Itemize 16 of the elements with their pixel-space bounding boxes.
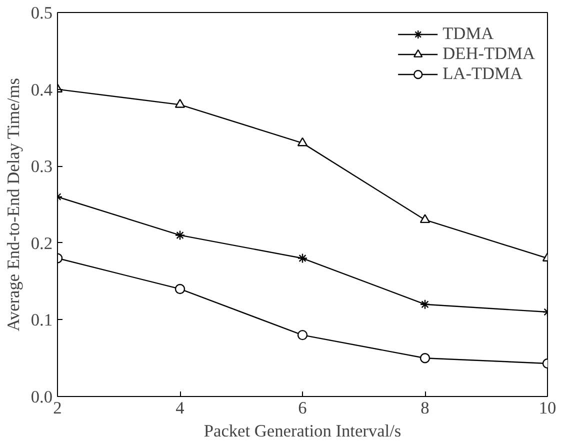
legend-label: TDMA (442, 24, 494, 44)
y-tick-label: 0.1 (30, 310, 53, 330)
x-axis-title: Packet Generation Interval/s (204, 422, 402, 440)
y-tick-label: 0.5 (30, 4, 53, 22)
y-tick-label: 0.0 (30, 388, 53, 406)
legend-label: LA-TDMA (442, 64, 522, 84)
y-tick-label: 0.4 (30, 80, 53, 100)
y-axis-title: Average End-to-End Delay Time/ms (4, 78, 23, 332)
y-tick-label: 0.2 (30, 234, 53, 253)
y-tick-label: 0.3 (30, 157, 53, 176)
x-tick-label: 6 (298, 398, 308, 418)
x-tick-label: 10 (538, 398, 556, 418)
x-tick-label: 4 (176, 398, 185, 418)
x-tick-label: 2 (53, 398, 62, 418)
x-tick-label: 8 (420, 398, 430, 418)
legend-label: DEH-TDMA (442, 44, 535, 64)
